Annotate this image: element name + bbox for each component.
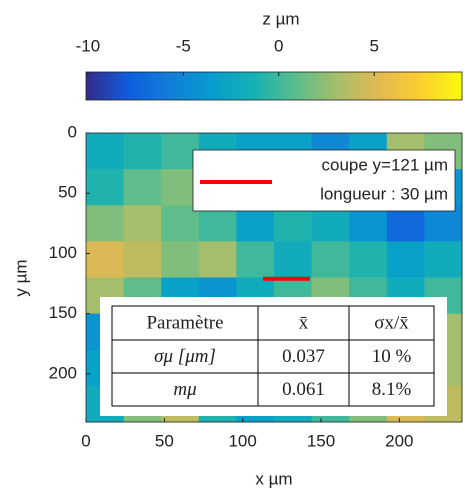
table-cell: Paramètre	[146, 312, 223, 333]
x-tick-label: 200	[385, 431, 413, 450]
y-tick-label: 150	[49, 303, 77, 322]
table-frame	[111, 305, 435, 407]
x-tick-label: 100	[228, 431, 256, 450]
table-cell: mμ	[173, 379, 196, 400]
x-tick-label: 50	[155, 431, 174, 450]
table-cell: σx/x̄	[374, 312, 409, 333]
colorbar-tick-label: 5	[369, 36, 378, 55]
heatmap-cell	[198, 241, 237, 278]
table-cell: 0.037	[282, 346, 325, 367]
x-tick-label: 150	[307, 431, 335, 450]
heatmap-cell	[236, 241, 275, 278]
table-cell: σμ [μm]	[154, 346, 216, 367]
heatmap-cell	[386, 241, 425, 278]
axes-frame	[85, 132, 463, 423]
heatmap-cell	[86, 205, 125, 242]
y-tick-label: 200	[49, 363, 77, 382]
heatmap-cell	[86, 133, 125, 170]
table-cell: 10 %	[372, 346, 412, 367]
colorbar-tick-label: 0	[274, 36, 283, 55]
y-axis-label: y µm	[11, 259, 30, 296]
heatmap-cell	[424, 241, 463, 278]
heatmap-cell	[274, 241, 313, 278]
table-cell: 0.061	[282, 379, 325, 400]
colorbar-tick-label: -5	[176, 36, 191, 55]
y-tick-label: 0	[68, 122, 77, 141]
colorbar	[85, 71, 463, 101]
annotation: longueur : 30 µm	[320, 184, 448, 203]
heatmap-cell	[311, 241, 350, 278]
heatmap-cell	[123, 133, 162, 170]
table-cell: 8.1%	[372, 379, 412, 400]
legend-label: coupe y=121 µm	[321, 155, 448, 174]
heatmap-cell	[123, 205, 162, 242]
table-cell: x̄	[299, 312, 309, 333]
table-background	[100, 297, 447, 416]
heatmap-cell	[123, 169, 162, 206]
y-tick-label: 100	[49, 243, 77, 262]
heatmap-cell	[123, 241, 162, 278]
x-tick-label: 0	[81, 431, 90, 450]
heatmap-cell	[86, 241, 125, 278]
heatmap-cell	[349, 241, 388, 278]
colorbar-label: z µm	[262, 9, 299, 28]
heatmap-cell	[86, 169, 125, 206]
colorbar-tick-label: -10	[76, 36, 101, 55]
x-axis-label: x µm	[255, 469, 292, 488]
heatmap-cell	[161, 241, 200, 278]
y-tick-label: 50	[58, 183, 77, 202]
